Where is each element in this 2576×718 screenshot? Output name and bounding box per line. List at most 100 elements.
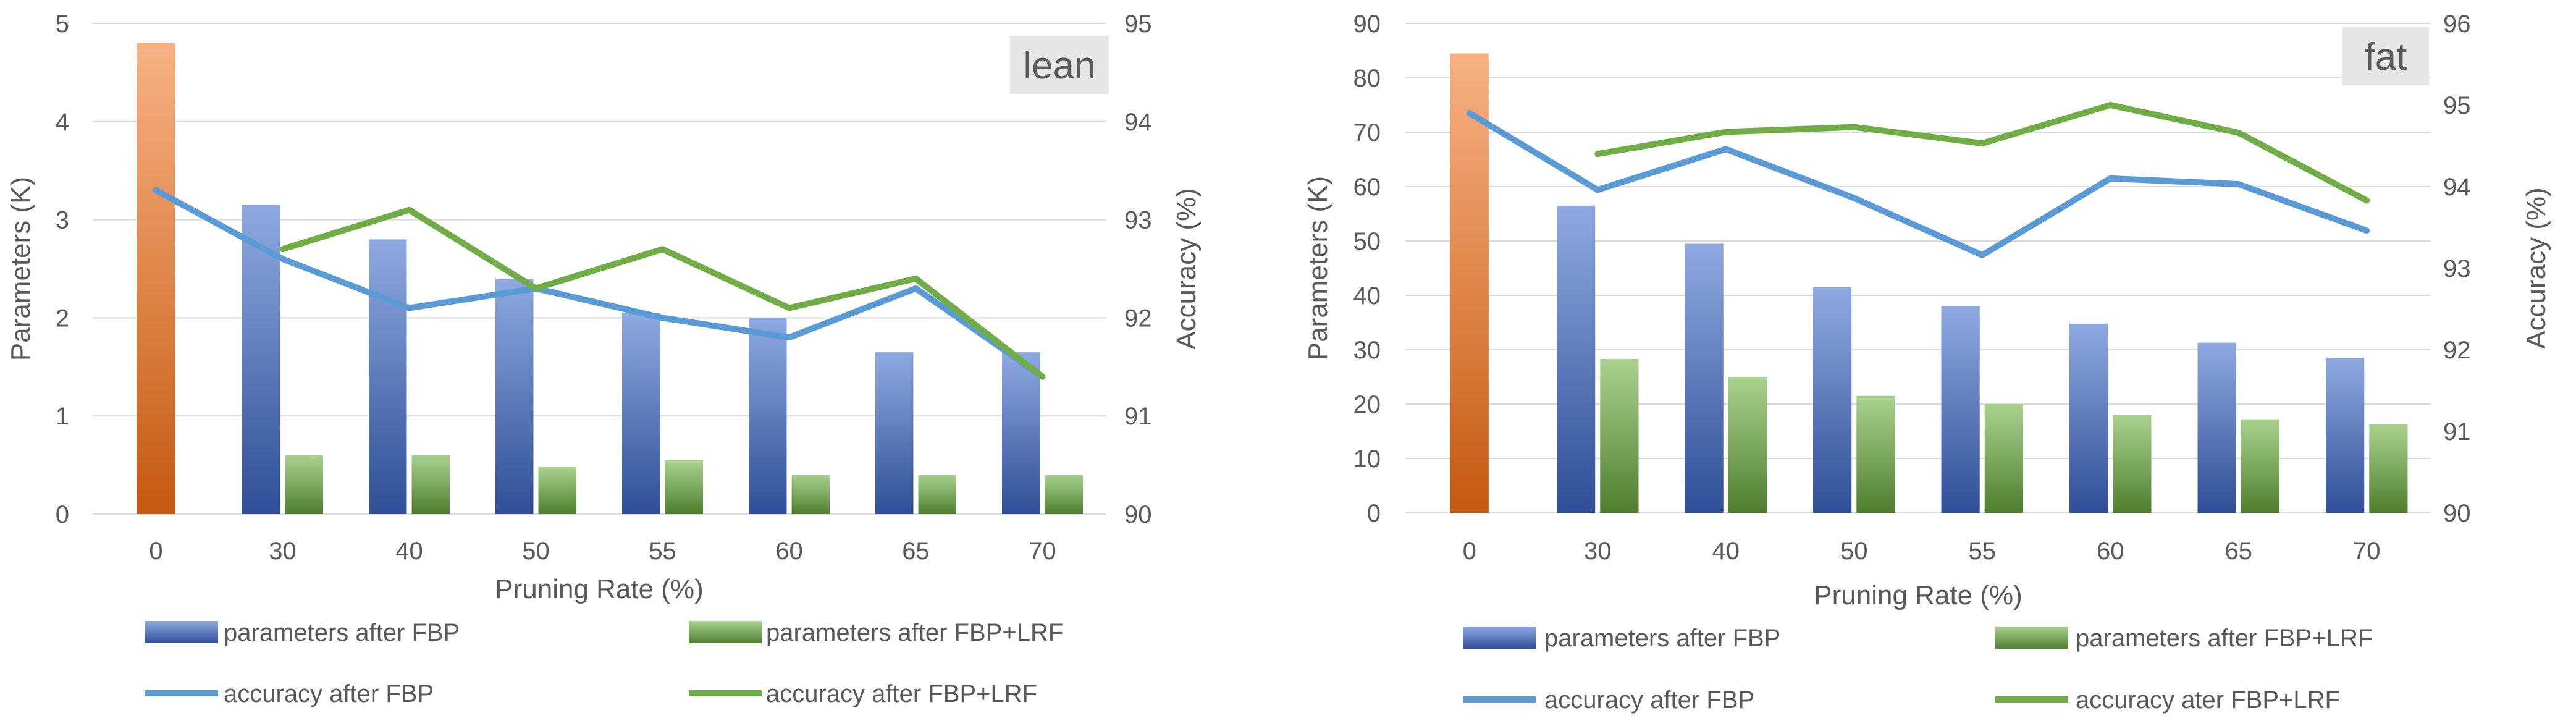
chart-title: fat [2365,36,2407,78]
y2-axis-title: Accuracy (%) [2521,187,2551,349]
bar-params-fbp [1557,205,1596,513]
chart-lean: 0 1 2 3 4 5 90 91 92 93 94 95 0 30 40 50 55 60 65 70 Pruning… [6,11,1202,707]
x-tick-label: 40 [1712,538,1740,565]
chart-tag-box [1010,36,1109,94]
x-tick-label: 50 [522,538,550,565]
y-tick-label: 50 [1353,228,1381,255]
y2-tick-label: 92 [2443,337,2471,364]
bar-params-fbp [749,318,787,514]
bar-params-fbp [369,239,407,514]
chart-fat: 0 10 20 30 40 50 60 70 80 90 90 91 92 93 94 95 96 0 30 40 50… [1303,11,2551,714]
legend-label: accuracy after FBP+LRF [766,680,1037,707]
y-tick-label: 0 [56,501,69,528]
bar-original-params [1450,53,1489,513]
legend-swatch-bar [145,621,218,643]
y2-tick-label: 90 [2443,500,2471,527]
bar-params-fbp-lrf [2113,415,2152,513]
y2-tick-label: 90 [1124,501,1152,528]
x-tick-label: 30 [1584,538,1612,565]
x-tick-label: 60 [775,538,803,565]
y-tick-label: 0 [1367,500,1381,527]
bar-params-fbp [2197,342,2236,513]
x-tick-label: 70 [2353,538,2381,565]
x-tick-label: 70 [1029,538,1056,565]
y2-tick-label: 91 [1124,403,1152,430]
y2-tick-label: 94 [1124,109,1152,136]
y2-tick-label: 92 [1124,305,1152,332]
bar-params-fbp-lrf [791,475,830,514]
bar-params-fbp [1813,287,1852,513]
x-tick-label: 55 [1969,538,1997,565]
y2-tick-label: 93 [1124,207,1152,234]
x-tick-label: 0 [1463,538,1476,565]
bar-params-fbp-lrf [411,455,450,514]
bar-params-fbp [1685,243,1724,513]
x-tick-label: 40 [395,538,423,565]
bar-params-fbp-lrf [665,460,703,514]
bar-params-fbp [2069,323,2108,513]
y2-tick-label: 95 [2443,92,2471,119]
bar-params-fbp-lrf [918,475,956,514]
y2-tick-label: 95 [1124,11,1152,38]
x-tick-label: 60 [2097,538,2124,565]
y-tick-label: 80 [1353,65,1381,92]
bar-params-fbp [622,313,660,514]
x-tick-label: 50 [1840,538,1868,565]
y2-tick-label: 94 [2443,174,2471,201]
legend: parameters after FBP parameters after FBP… [145,619,1063,707]
legend-label: parameters after FBP+LRF [2076,625,2373,652]
legend-swatch-bar [689,621,762,643]
y-tick-label: 2 [56,305,69,332]
legend-label: parameters after FBP+LRF [766,619,1063,646]
bar-params-fbp [1941,306,1980,513]
bar-params-fbp-lrf [1984,404,2023,513]
x-tick-label: 30 [269,538,297,565]
y2-axis-title: Accuracy (%) [1171,188,1202,350]
chart-tag-box [2342,27,2429,85]
line-accuracy-fbp [153,187,1046,380]
bar-params-fbp-lrf [1728,377,1767,513]
bar-params-fbp [875,352,914,514]
line-accuracy-fbp-lrf [1594,102,2370,204]
legend-swatch-bar [1995,627,2068,649]
x-tick-label: 0 [149,538,162,565]
y-axis-title: Parameters (K) [1303,176,1333,360]
bar-params-fbp-lrf [1856,395,1895,513]
bar-params-fbp-lrf [2241,419,2279,513]
bar-params-fbp [1002,352,1040,514]
y-tick-label: 4 [56,109,69,136]
bar-params-fbp [2326,358,2365,513]
y2-tick-label: 93 [2443,255,2471,282]
y-tick-label: 20 [1353,391,1381,418]
y-axis-title: Parameters (K) [6,177,36,361]
legend-label: accuracy after FBP [224,680,434,707]
line-accuracy-fbp-lrf [279,206,1046,380]
legend-label: parameters after FBP [1544,625,1780,652]
chart-title: lean [1023,44,1095,87]
y-tick-label: 30 [1353,337,1381,364]
bar-original-params [137,43,175,514]
legend: parameters after FBP parameters after FBP… [1463,625,2373,714]
x-axis-title: Pruning Rate (%) [1814,580,2022,610]
legend-swatch-bar [1463,627,1536,649]
x-tick-label: 55 [649,538,676,565]
y-tick-label: 3 [56,207,69,234]
y-tick-label: 1 [56,403,69,430]
x-tick-label: 65 [902,538,930,565]
y-tick-label: 10 [1353,446,1381,473]
line-accuracy-fbp [1466,110,2370,258]
bar-params-fbp-lrf [285,455,323,514]
bar-params-fbp-lrf [1600,358,1639,513]
bar-params-fbp-lrf [2369,424,2408,513]
y-tick-label: 70 [1353,119,1381,146]
y2-tick-label: 91 [2443,418,2471,446]
y-tick-label: 5 [56,11,69,38]
y-tick-label: 60 [1353,174,1381,201]
y2-tick-label: 96 [2443,11,2471,38]
bar-params-fbp-lrf [1045,475,1083,514]
bar-params-fbp [495,278,534,514]
legend-label: accuracy ater FBP+LRF [2076,686,2340,714]
x-axis-title: Pruning Rate (%) [495,574,703,604]
y-tick-label: 90 [1353,11,1381,38]
